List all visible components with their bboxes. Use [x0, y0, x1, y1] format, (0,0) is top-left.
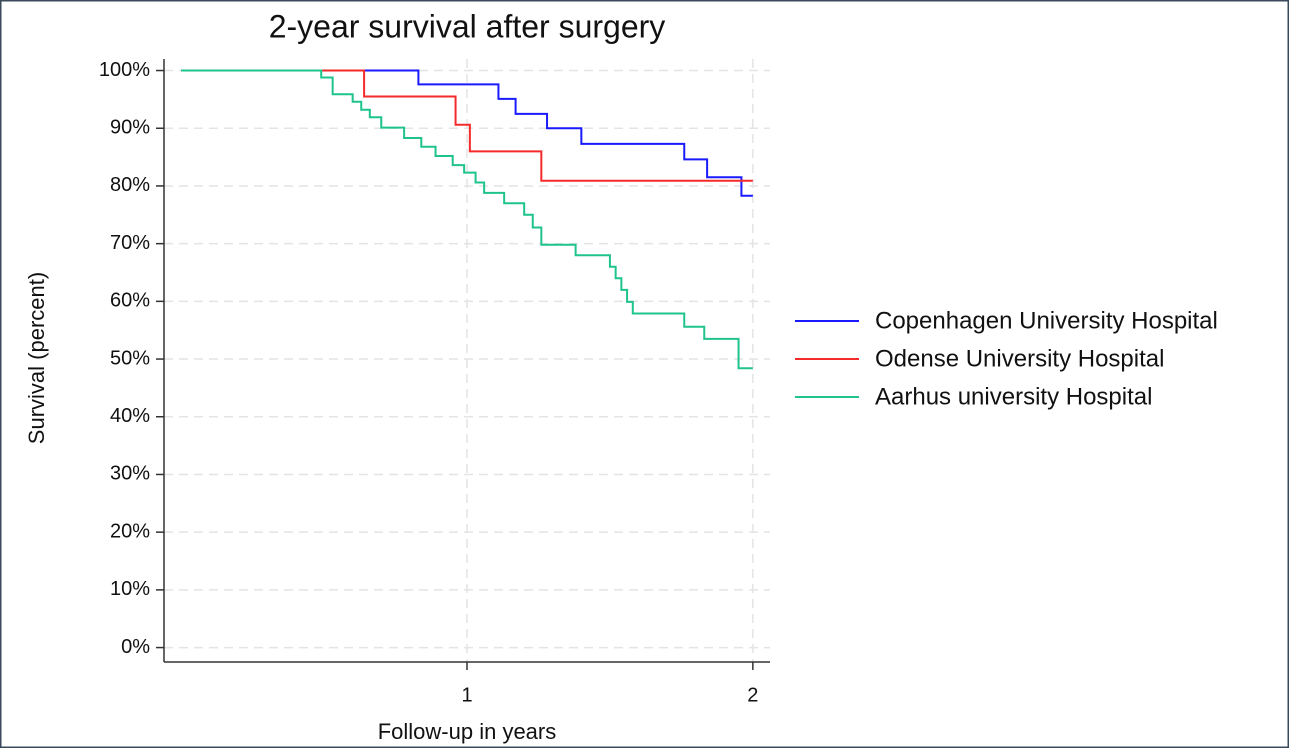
x-axis-label: Follow-up in years	[378, 719, 557, 744]
survival-line	[181, 69, 753, 182]
chart-title: 2-year survival after surgery	[269, 8, 666, 44]
y-tick-label: 30%	[110, 463, 150, 485]
y-tick-label: 20%	[110, 520, 150, 542]
legend-label: Odense University Hospital	[875, 345, 1164, 372]
y-tick-label: 0%	[121, 636, 150, 658]
legend-label: Copenhagen University Hospital	[875, 307, 1218, 334]
y-tick-label: 100%	[99, 59, 150, 81]
y-tick-label: 90%	[110, 117, 150, 139]
y-tick-label: 10%	[110, 578, 150, 600]
y-tick-label: 70%	[110, 232, 150, 254]
y-tick-label: 40%	[110, 405, 150, 427]
y-tick-label: 80%	[110, 174, 150, 196]
y-axis-label: Survival (percent)	[24, 272, 49, 444]
x-tick-label: 2	[747, 684, 758, 706]
survival-line	[181, 69, 753, 197]
survival-line	[181, 69, 753, 370]
y-tick-label: 50%	[110, 347, 150, 369]
y-tick-label: 60%	[110, 290, 150, 312]
legend-label: Aarhus university Hospital	[875, 383, 1152, 410]
x-tick-label: 1	[461, 684, 472, 706]
